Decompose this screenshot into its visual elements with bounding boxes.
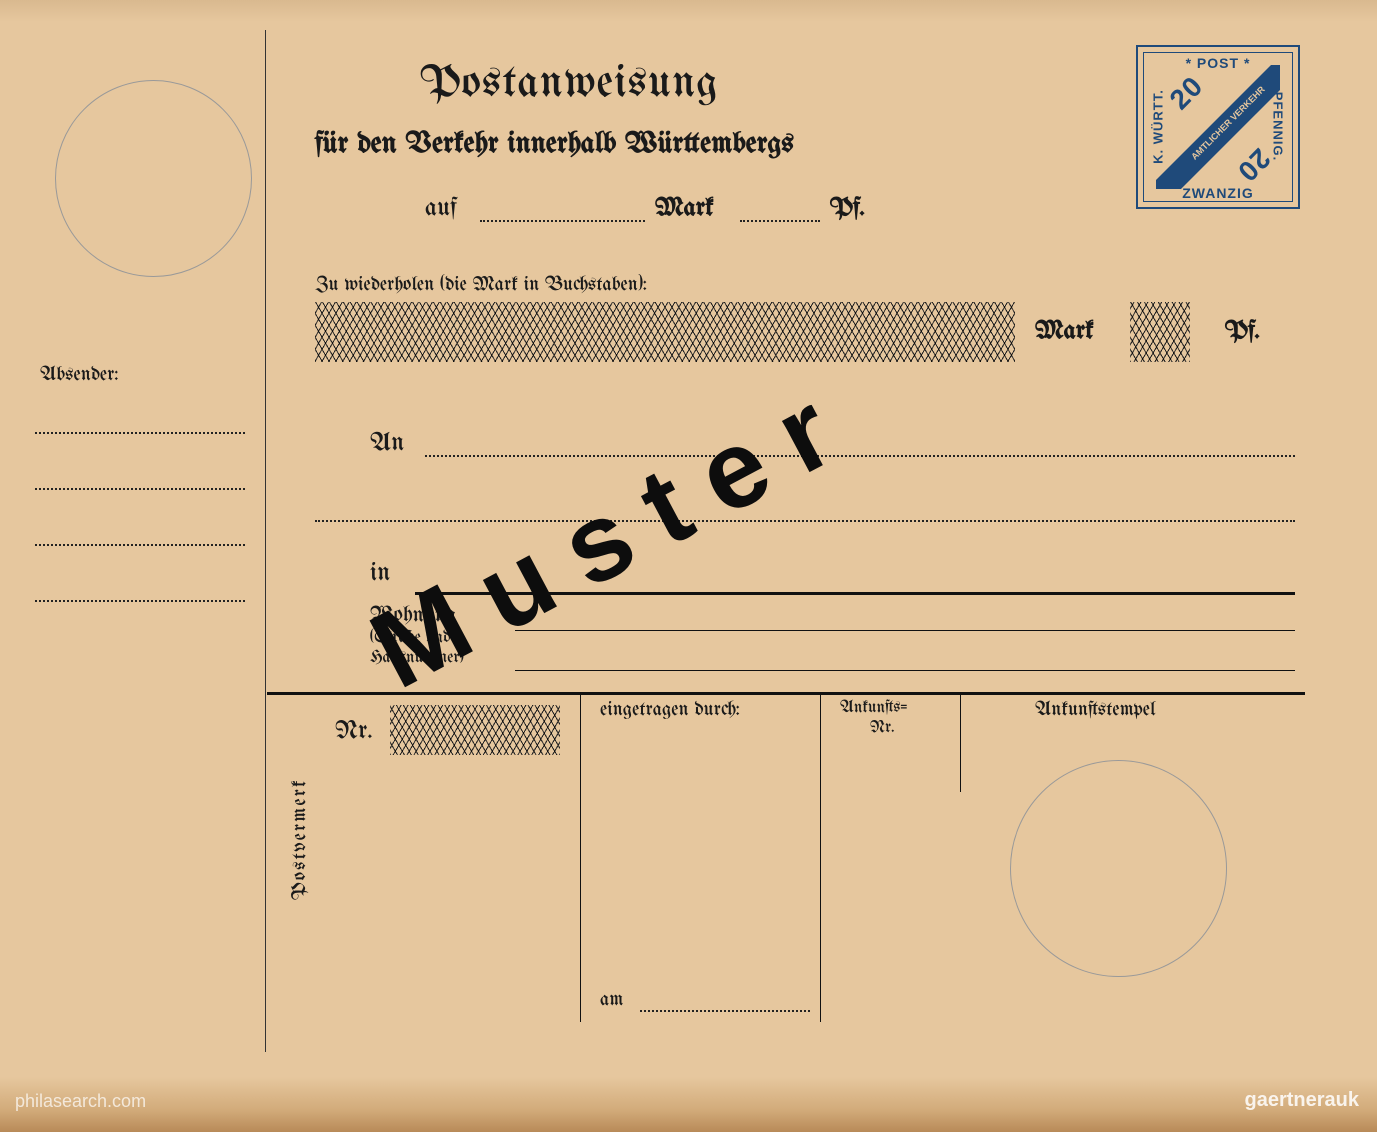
footer-vrule-1 [580,692,581,1022]
postmark-circle-right [1010,760,1227,977]
vertical-divider [265,30,266,1052]
title: Postanweisung [420,60,719,108]
an-label: An [370,430,404,457]
an-line-2 [315,520,1295,522]
stamp-value-2: 20 [1230,142,1276,188]
guilloche-nr-box [390,705,560,755]
wohnung-line-1 [515,630,1295,631]
nr-label: Nr. [335,718,373,745]
footer-vrule-3 [960,692,961,792]
mark-label: Mark [655,195,714,222]
watermark-right: gaertnerauk [1245,1089,1360,1112]
sender-line-1 [35,432,245,434]
stamp-value-1: 20 [1164,70,1210,116]
sender-line-4 [35,600,245,602]
ankunftstempel-label: Ankunftstempel [1035,700,1155,721]
ankunfts-nr-1: Ankunfts= [840,700,907,717]
auf-mark-line [480,220,645,222]
auf-label: auf [425,195,456,222]
guilloche-pf-box [1130,302,1190,362]
repeat-label: Zu wiederholen (die Mark in Buchstaben): [315,275,647,296]
am-label: am [600,990,623,1011]
postage-stamp: * POST * ZWANZIG K. WÜRTT. PFENNIG. AMTL… [1136,45,1300,209]
auf-pf-line [740,220,820,222]
paper-top-edge [0,0,1377,22]
footer-vrule-2 [820,692,821,1022]
am-line [640,1010,810,1012]
pf-label: Pf. [830,195,865,222]
watermark-left: philasearch.com [15,1091,146,1112]
ankunfts-nr-2: Nr. [870,720,895,737]
repeat-pf-label: Pf. [1225,318,1260,345]
postvermerk-label: Postvermerk [290,779,311,900]
paper-bottom-edge [0,1077,1377,1132]
postmark-circle-left [55,80,252,277]
subtitle: für den Verkehr innerhalb Württembergs [315,128,794,160]
sender-label: Absender: [40,365,118,386]
wohnung-line-2 [515,670,1295,671]
repeat-mark-label: Mark [1035,318,1094,345]
eingetragen-label: eingetragen durch: [600,700,740,721]
guilloche-mark-box [315,302,1015,362]
sender-line-3 [35,544,245,546]
muster-overlay: Muster [351,353,877,713]
sender-line-2 [35,488,245,490]
